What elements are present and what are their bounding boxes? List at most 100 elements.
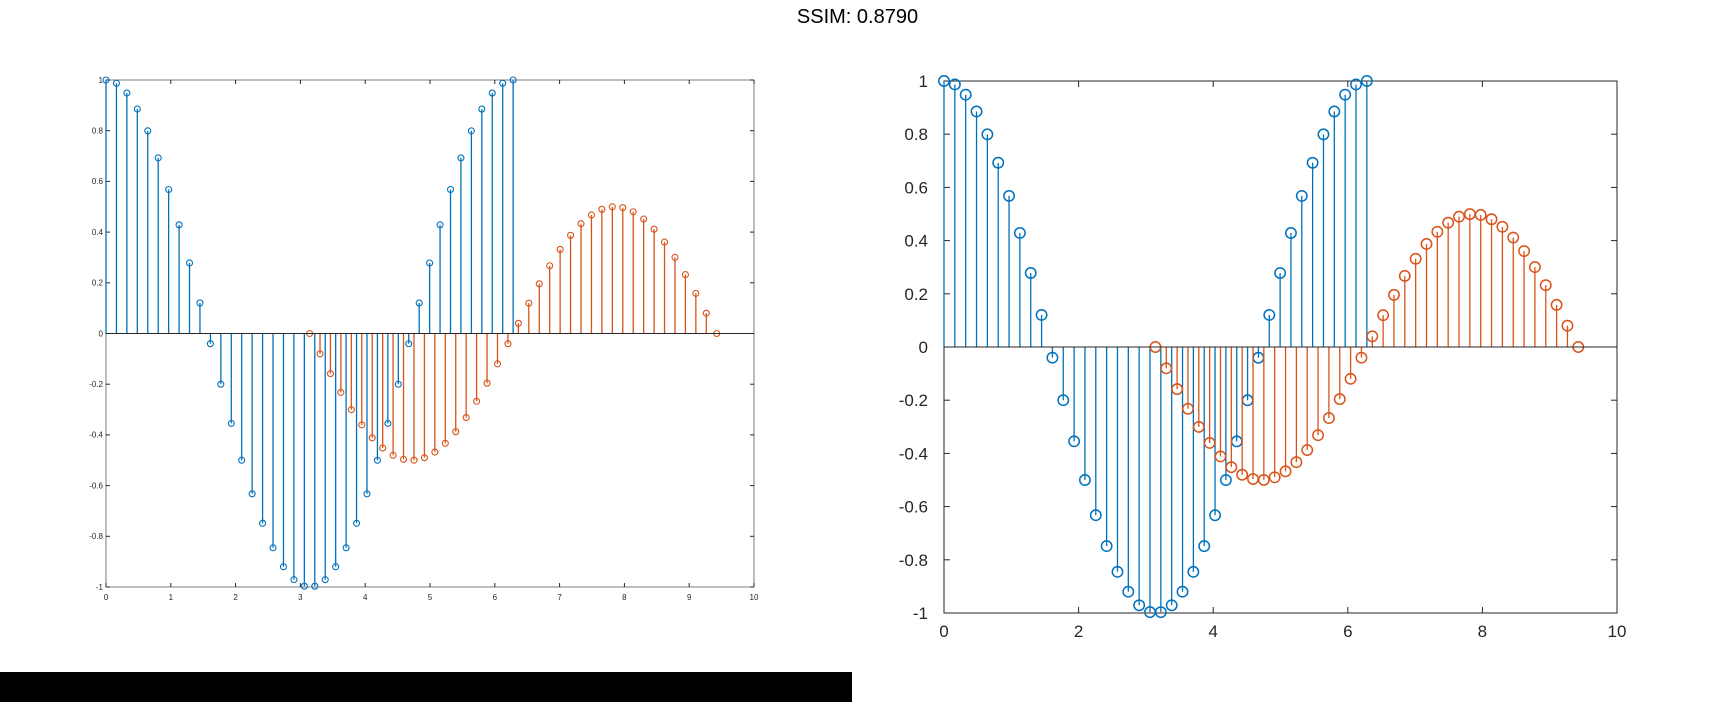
stem-marker (415, 299, 423, 307)
stem-marker (326, 370, 335, 378)
stem-marker (1295, 189, 1308, 202)
x-tick-label: 8 (1478, 622, 1487, 641)
stem-marker (1057, 394, 1070, 407)
x-tick-label: 10 (1608, 622, 1627, 641)
stem-marker (493, 360, 502, 368)
x-tick-label: 8 (622, 593, 627, 602)
stem-marker (1171, 383, 1184, 396)
stem-marker (1214, 450, 1227, 463)
stem-marker (504, 340, 512, 348)
stem-marker (546, 262, 554, 270)
stem-marker (478, 105, 486, 113)
stem-marker (446, 185, 455, 194)
stem-marker (640, 215, 648, 223)
stem-marker (1398, 269, 1411, 282)
stem-marker (112, 79, 120, 87)
stem-marker (217, 380, 225, 388)
stem-marker (436, 221, 444, 229)
stem-marker (102, 76, 110, 84)
y-tick-label: 0.6 (904, 178, 928, 197)
stem-marker (248, 490, 256, 498)
x-tick-label: 9 (687, 593, 692, 602)
stem-marker (342, 544, 350, 552)
y-tick-label: -0.4 (899, 444, 928, 463)
x-tick-label: 5 (428, 593, 433, 602)
stem-marker (1268, 471, 1281, 484)
stem-marker (959, 88, 972, 101)
stem-marker (420, 454, 428, 462)
stem-marker (1182, 402, 1194, 415)
stem-marker (1344, 372, 1357, 385)
x-tick-label: 2 (1074, 622, 1083, 641)
stem-marker (1561, 319, 1574, 332)
y-tick-label: -0.8 (899, 551, 928, 570)
stem-marker (1236, 468, 1249, 481)
y-tick-label: -1 (913, 604, 928, 623)
x-tick-label: 6 (1343, 622, 1352, 641)
stem-marker (1263, 309, 1276, 321)
stem-marker (1160, 362, 1173, 375)
stem-marker (1420, 238, 1433, 250)
stem-chart-right: 0 2 4 6 8 10 -1 -0.8 -0.6 -0.4 -0.2 0 0.2 0.4 0.6 0.8 1 (899, 72, 1627, 641)
stem-marker (1068, 435, 1081, 448)
x-tick-label: 7 (557, 593, 562, 602)
stem-marker (1409, 252, 1422, 265)
stem-marker (405, 340, 413, 348)
stem-marker (1209, 509, 1222, 522)
x-tick-label: 6 (493, 593, 498, 602)
stem-marker (567, 231, 575, 239)
stem-marker (970, 105, 983, 118)
stem-marker (185, 259, 194, 267)
y-tick-label: -0.6 (89, 481, 103, 490)
stem-marker (1192, 420, 1205, 433)
stem-marker (379, 444, 387, 452)
stem-marker (992, 156, 1005, 169)
stem-marker (1176, 585, 1189, 598)
stem-marker (196, 299, 204, 307)
stem-marker (1225, 461, 1238, 474)
ssim-title: SSIM: 0.8790 (796, 6, 919, 28)
stem-marker (1279, 465, 1292, 478)
y-tick-label: 0 (919, 338, 928, 357)
stem-marker (556, 245, 564, 253)
stem-marker (1003, 189, 1016, 202)
stem-marker (373, 456, 381, 464)
stem-marker (1203, 436, 1216, 449)
x-tick-label: 2 (233, 593, 238, 602)
y-tick-label: 0.8 (92, 127, 104, 136)
stem-marker (467, 127, 475, 135)
stem-marker (1322, 412, 1335, 425)
stem-marker (431, 448, 439, 456)
stem-marker (1333, 393, 1346, 406)
y-tick-label: 0.2 (92, 279, 104, 288)
stem-marker (1306, 156, 1319, 169)
stem-marker (1453, 210, 1465, 223)
y-tick-label: 0.4 (92, 228, 104, 237)
stem-marker (399, 455, 408, 463)
stem-marker (938, 75, 950, 87)
x-tick-label: 3 (298, 593, 303, 602)
stem-marker (1328, 105, 1341, 118)
stem-marker (1496, 220, 1509, 233)
stem-marker (1355, 351, 1368, 364)
stem-marker (1024, 267, 1037, 279)
stem-marker (598, 205, 606, 213)
stem-marker (1518, 245, 1531, 258)
stem-marker (1350, 78, 1362, 91)
stem-marker (473, 397, 481, 405)
stem-marker (1550, 298, 1563, 311)
stem-marker (692, 289, 700, 297)
y-tick-label: 0.6 (92, 177, 104, 186)
stem-marker (300, 582, 308, 590)
stem-marker (363, 490, 371, 498)
y-tick-label: -0.4 (89, 431, 103, 440)
stem-marker (1507, 231, 1520, 244)
stem-marker (499, 79, 507, 87)
stem-marker (1133, 599, 1146, 612)
stem-marker (426, 259, 434, 267)
x-tick-label: 0 (104, 593, 109, 602)
stem-marker (279, 563, 288, 571)
stem-marker (608, 203, 616, 211)
stem-marker (1100, 540, 1113, 553)
stem-marker (1431, 225, 1444, 238)
